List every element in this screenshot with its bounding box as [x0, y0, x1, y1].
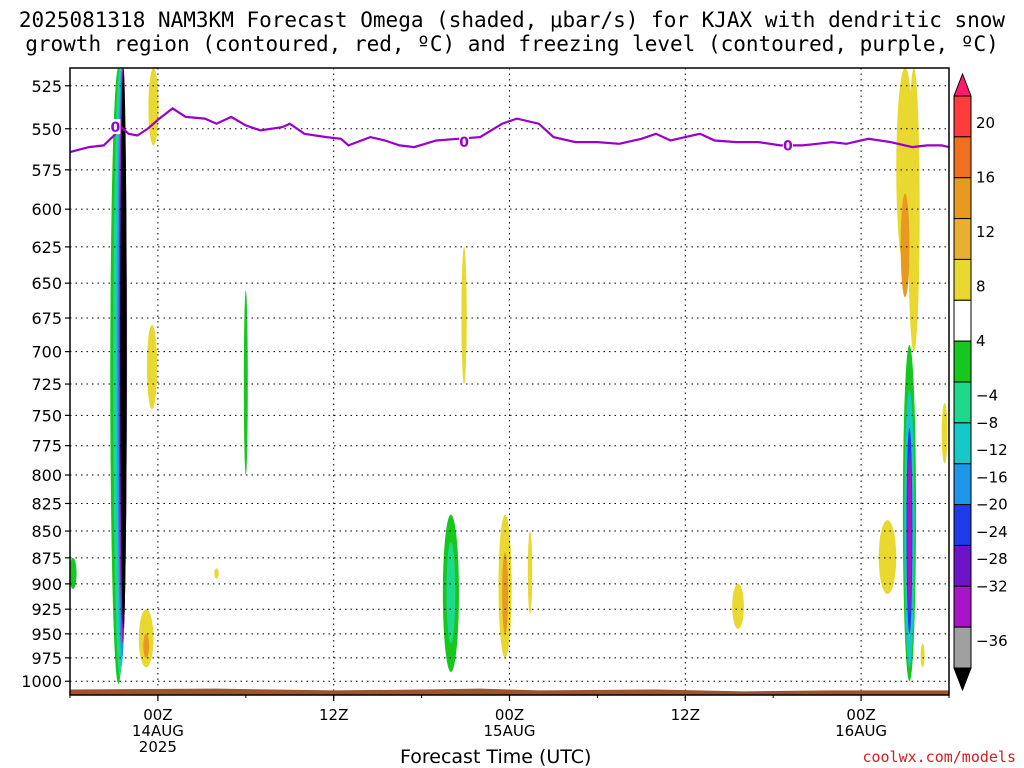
omega-pos-low3-inner: [502, 552, 509, 634]
colorbar-swatch: [953, 544, 972, 587]
colorbar-label: −8: [976, 414, 998, 432]
colorbar-swatch: [953, 177, 972, 220]
chart-title-line1: 2025081318 NAM3KM Forecast Omega (shaded…: [18, 8, 1006, 32]
omega-column-black: [120, 68, 127, 629]
colorbar-swatch: [953, 299, 972, 342]
x-tick-label: 12Z: [319, 706, 348, 724]
omega-pos-tiny: [920, 643, 925, 668]
omega-pos-small: [214, 568, 219, 579]
omega-neg-low2-inner: [446, 541, 456, 644]
omega-pos-mid2: [461, 246, 467, 385]
colorbar-swatch: [953, 258, 972, 301]
y-tick-label: 950: [31, 625, 62, 644]
colorbar-swatch: [953, 340, 972, 383]
freezing-level-label: 0: [111, 120, 121, 136]
y-tick-label: 775: [31, 437, 62, 456]
y-tick-label: 1000: [21, 672, 62, 691]
colorbar-swatch: [953, 504, 972, 546]
x-tick-label: 00Z: [143, 706, 172, 724]
x-axis-label: Forecast Time (UTC): [400, 746, 592, 768]
colorbar-swatch: [953, 585, 972, 628]
contour-label-bg: [110, 119, 121, 135]
colorbar-label: −36: [976, 632, 1008, 650]
colorbar-swatch: [953, 422, 972, 465]
colorbar-label: −24: [976, 523, 1008, 541]
omega-pos-top6-inner: [900, 193, 910, 298]
colorbar-swatch: [953, 381, 972, 424]
y-tick-label: 675: [31, 309, 62, 328]
omega-pos-edge: [941, 402, 948, 464]
x-tick-label: 00Z: [846, 706, 875, 724]
chart-title-line2: growth region (contoured, red, ºC) and f…: [25, 32, 999, 56]
y-tick-label: 850: [31, 522, 62, 541]
y-tick-label: 700: [31, 343, 62, 362]
colorbar-swatch: [953, 136, 972, 179]
colorbar-label: 4: [976, 332, 986, 350]
colorbar-label: 12: [976, 223, 995, 241]
y-tick-label: 650: [31, 274, 62, 293]
freezing-level-label: 0: [459, 135, 469, 151]
y-tick-label: 800: [31, 466, 62, 485]
colorbar-top-arrow: [953, 72, 972, 97]
y-tick-label: 900: [31, 575, 62, 594]
y-tick-label: 600: [31, 200, 62, 219]
x-tick-year: 2025: [139, 738, 177, 756]
y-tick-label: 725: [31, 375, 62, 394]
omega-pos-low4: [527, 531, 533, 615]
colorbar-swatch: [953, 95, 972, 138]
omega-neg-left-edge: [70, 557, 77, 589]
freezing-level-contour: [70, 107, 949, 154]
y-tick-label: 525: [31, 77, 62, 96]
omega-neg-low8-purple: [907, 451, 912, 615]
omega-pos-top1: [148, 68, 159, 146]
x-tick-date: 16AUG: [835, 722, 887, 740]
colorbar-label: 16: [976, 169, 995, 187]
colorbar-label: −16: [976, 468, 1008, 486]
contour-label-bg: [782, 137, 793, 153]
colorbar-label: −4: [976, 387, 998, 405]
colorbar-label: −32: [976, 577, 1008, 595]
y-tick-label: 575: [31, 161, 62, 180]
omega-pos-low7: [878, 520, 897, 595]
y-tick-label: 550: [31, 120, 62, 139]
omega-pos-mid1: [146, 324, 158, 410]
y-tick-label: 875: [31, 549, 62, 568]
y-tick-label: 750: [31, 406, 62, 425]
x-tick-date: 14AUG: [132, 722, 184, 740]
credit-text: coolwx.com/models: [862, 748, 1016, 766]
y-tick-label: 925: [31, 600, 62, 619]
colorbar-label: −20: [976, 496, 1008, 514]
contour-label-bg: [459, 134, 470, 150]
colorbar-label: −12: [976, 441, 1008, 459]
y-tick-label: 975: [31, 649, 62, 668]
x-tick-label: 12Z: [671, 706, 700, 724]
colorbar-swatch: [953, 463, 972, 506]
colorbar-label: 20: [976, 114, 995, 132]
y-tick-label: 625: [31, 238, 62, 257]
colorbar-label: −28: [976, 550, 1008, 568]
colorbar-bottom-arrow: [953, 667, 972, 692]
x-tick-date: 15AUG: [484, 722, 536, 740]
colorbar-swatch: [953, 218, 972, 260]
colorbar-swatch: [953, 626, 972, 669]
colorbar-label: 8: [976, 278, 986, 296]
omega-pos-low1-inner: [143, 633, 150, 658]
omega-pos-low5: [732, 583, 744, 629]
omega-neg-thin: [243, 290, 248, 476]
x-tick-label: 00Z: [495, 706, 524, 724]
y-tick-label: 825: [31, 494, 62, 513]
ground-surface: [70, 688, 949, 695]
omega-pos-top6b: [907, 68, 920, 352]
freezing-level-label: 0: [783, 138, 793, 154]
